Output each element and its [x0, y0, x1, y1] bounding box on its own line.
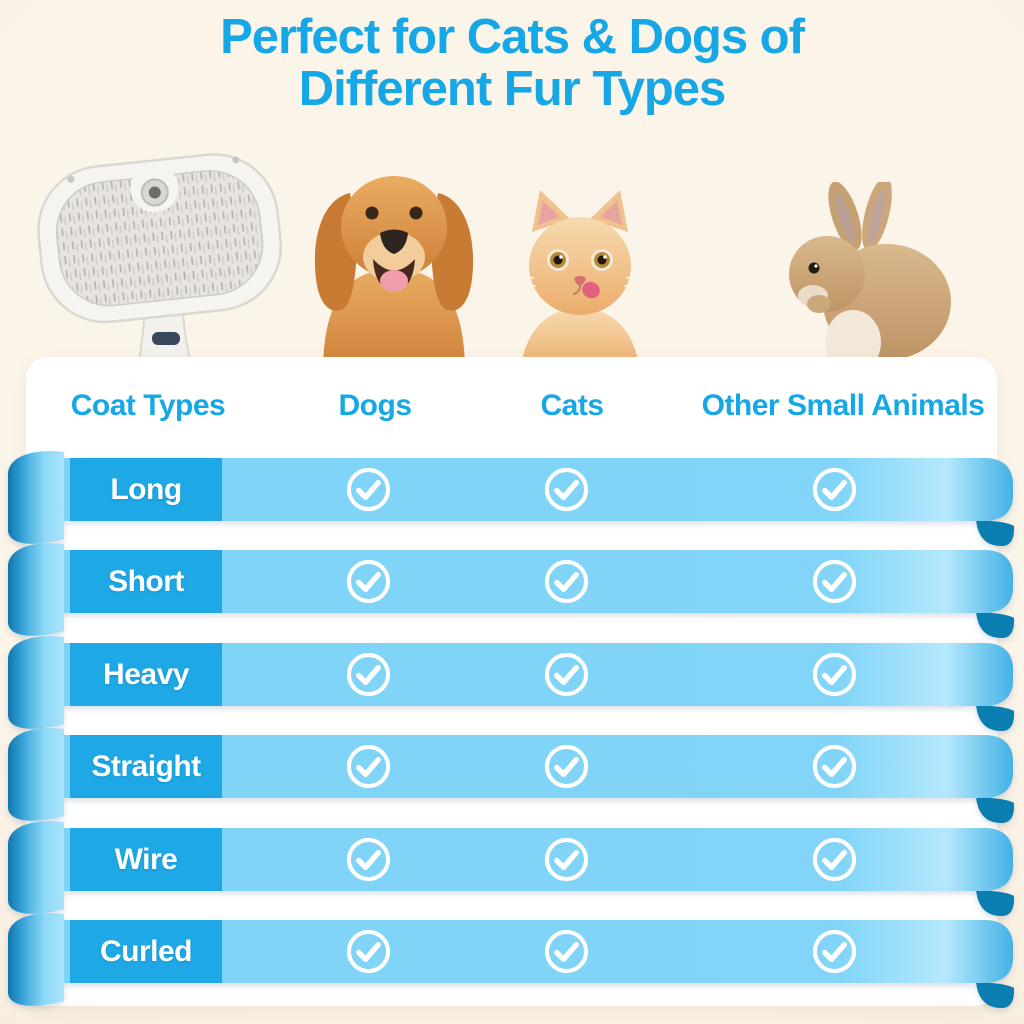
ribbon-banner [8, 821, 1015, 917]
row-label: Curled [99, 934, 193, 968]
ribbon-banner [8, 913, 1015, 1009]
table-row-long: Long [0, 446, 1024, 558]
check-circle-icon [811, 466, 858, 513]
row-label: Wire [114, 842, 178, 876]
column-header-dogs: Dogs [338, 389, 413, 422]
check-circle-icon [811, 651, 858, 698]
check-circle-icon [345, 558, 392, 605]
row-label: Heavy [103, 657, 189, 691]
check-circle-icon [543, 928, 590, 975]
check-circle-icon [811, 928, 858, 975]
table-row-straight: Straight [0, 723, 1024, 835]
table-row-short: Short [0, 538, 1024, 650]
check-circle-icon [543, 558, 590, 605]
check-circle-icon [345, 743, 392, 790]
row-label: Short [108, 564, 184, 598]
page-title: Perfect for Cats & Dogs of Different Fur… [0, 10, 1024, 116]
check-circle-icon [543, 836, 590, 883]
ribbon-banner [8, 543, 1015, 639]
table-row-curled: Curled [0, 908, 1024, 1020]
check-circle-icon [543, 743, 590, 790]
check-circle-icon [345, 466, 392, 513]
column-header-cats: Cats [540, 389, 604, 422]
golden-retriever-photo [314, 176, 474, 372]
check-circle-icon [543, 651, 590, 698]
check-circle-icon [543, 466, 590, 513]
check-circle-icon [345, 928, 392, 975]
page-title-line2: Different Fur Types [298, 61, 727, 116]
column-header-other-small-animals: Other Small Animals [701, 389, 985, 422]
orange-cat-photo [505, 190, 655, 372]
page-title-line1: Perfect for Cats & Dogs of [220, 10, 805, 64]
table-row-wire: Wire [0, 816, 1024, 928]
ribbon-banner [8, 451, 1015, 547]
check-circle-icon [811, 558, 858, 605]
check-circle-icon [811, 743, 858, 790]
check-circle-icon [345, 836, 392, 883]
row-label: Long [110, 472, 182, 506]
ribbon-banner [8, 728, 1015, 824]
grooming-brush-photo [37, 153, 282, 380]
column-header-coat-types: Coat Types [70, 389, 226, 422]
row-label: Straight [91, 749, 201, 783]
check-circle-icon [811, 836, 858, 883]
ribbon-banner [8, 636, 1015, 732]
check-circle-icon [345, 651, 392, 698]
rabbit-photo [789, 182, 951, 361]
table-row-heavy: Heavy [0, 631, 1024, 743]
